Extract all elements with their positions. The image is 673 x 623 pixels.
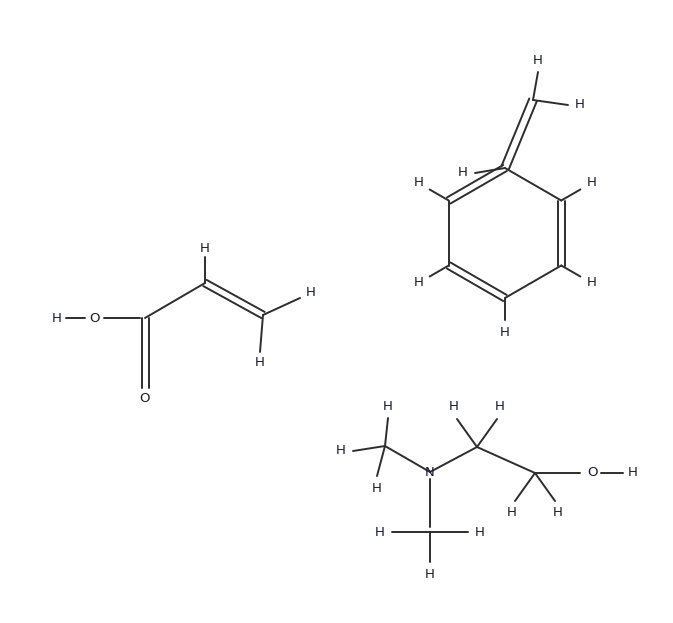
Text: H: H xyxy=(553,506,563,520)
Text: H: H xyxy=(306,285,316,298)
Text: H: H xyxy=(375,525,385,538)
Text: H: H xyxy=(383,399,393,412)
Text: H: H xyxy=(413,277,423,290)
Text: O: O xyxy=(90,312,100,325)
Text: O: O xyxy=(587,467,597,480)
Text: H: H xyxy=(507,506,517,520)
Text: H: H xyxy=(500,326,510,340)
Text: O: O xyxy=(140,391,150,404)
Text: H: H xyxy=(628,467,638,480)
Text: H: H xyxy=(336,444,346,457)
Text: H: H xyxy=(475,525,485,538)
Text: H: H xyxy=(413,176,423,189)
Text: H: H xyxy=(458,166,468,179)
Text: H: H xyxy=(587,176,596,189)
Text: H: H xyxy=(425,568,435,581)
Text: H: H xyxy=(587,277,596,290)
Text: H: H xyxy=(255,356,265,368)
Text: H: H xyxy=(575,98,585,112)
Text: H: H xyxy=(449,401,459,414)
Text: H: H xyxy=(52,312,62,325)
Text: N: N xyxy=(425,465,435,478)
Text: H: H xyxy=(372,482,382,495)
Text: H: H xyxy=(495,401,505,414)
Text: H: H xyxy=(200,242,210,255)
Text: H: H xyxy=(533,54,543,67)
